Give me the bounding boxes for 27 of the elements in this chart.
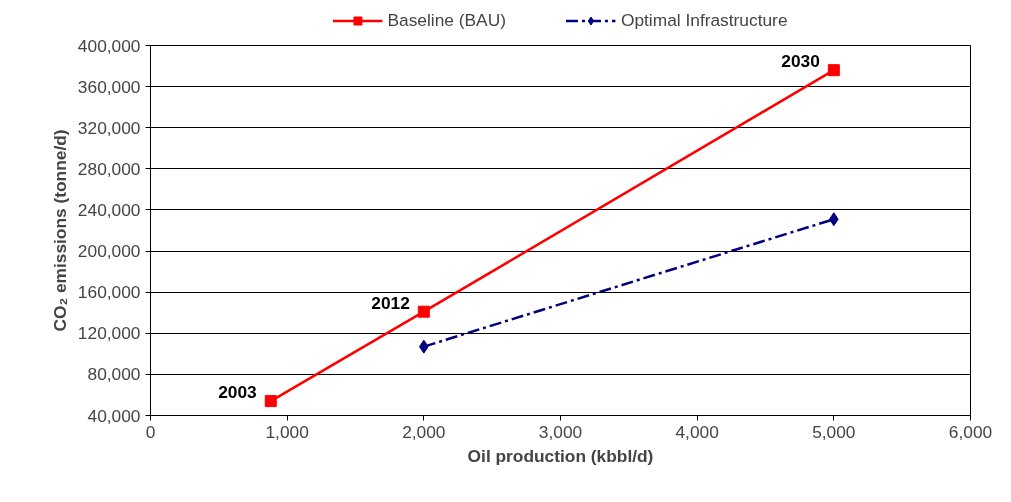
legend-label: Baseline (BAU) <box>387 9 506 31</box>
point <box>264 395 277 408</box>
y-tick-label: 120,000 <box>77 323 141 344</box>
y-tick-label: 80,000 <box>87 364 141 385</box>
y-tick-label: 280,000 <box>77 158 141 179</box>
y-tick-label: 40,000 <box>87 405 141 426</box>
annotation: 2003 <box>218 382 258 403</box>
annotation: 2012 <box>371 292 410 313</box>
y-tick-label: 160,000 <box>77 282 141 303</box>
point <box>827 64 840 77</box>
x-tick-label: 6,000 <box>948 421 993 442</box>
y-tick-label: 200,000 <box>77 241 141 262</box>
y-tick-label: 360,000 <box>77 76 141 97</box>
x-tick-label: 0 <box>145 421 156 442</box>
x-tick-label: 2,000 <box>402 421 446 442</box>
x-tick-label: 3,000 <box>538 421 583 442</box>
x-tick-label: 5,000 <box>812 421 856 442</box>
y-tick-label: 240,000 <box>77 199 141 220</box>
y-tick-label: 320,000 <box>77 117 141 138</box>
y-axis-title: CO₂ emissions (tonne/d) <box>49 129 70 332</box>
x-axis-title: Oil production (kbbl/d) <box>467 445 654 466</box>
annotation: 2030 <box>781 51 820 72</box>
x-tick-label: 4,000 <box>675 421 719 442</box>
y-tick-label: 400,000 <box>77 35 141 56</box>
point <box>417 305 430 318</box>
x-tick-label: 1,000 <box>265 421 309 442</box>
legend-label: Optimal Infrastructure <box>620 9 788 31</box>
